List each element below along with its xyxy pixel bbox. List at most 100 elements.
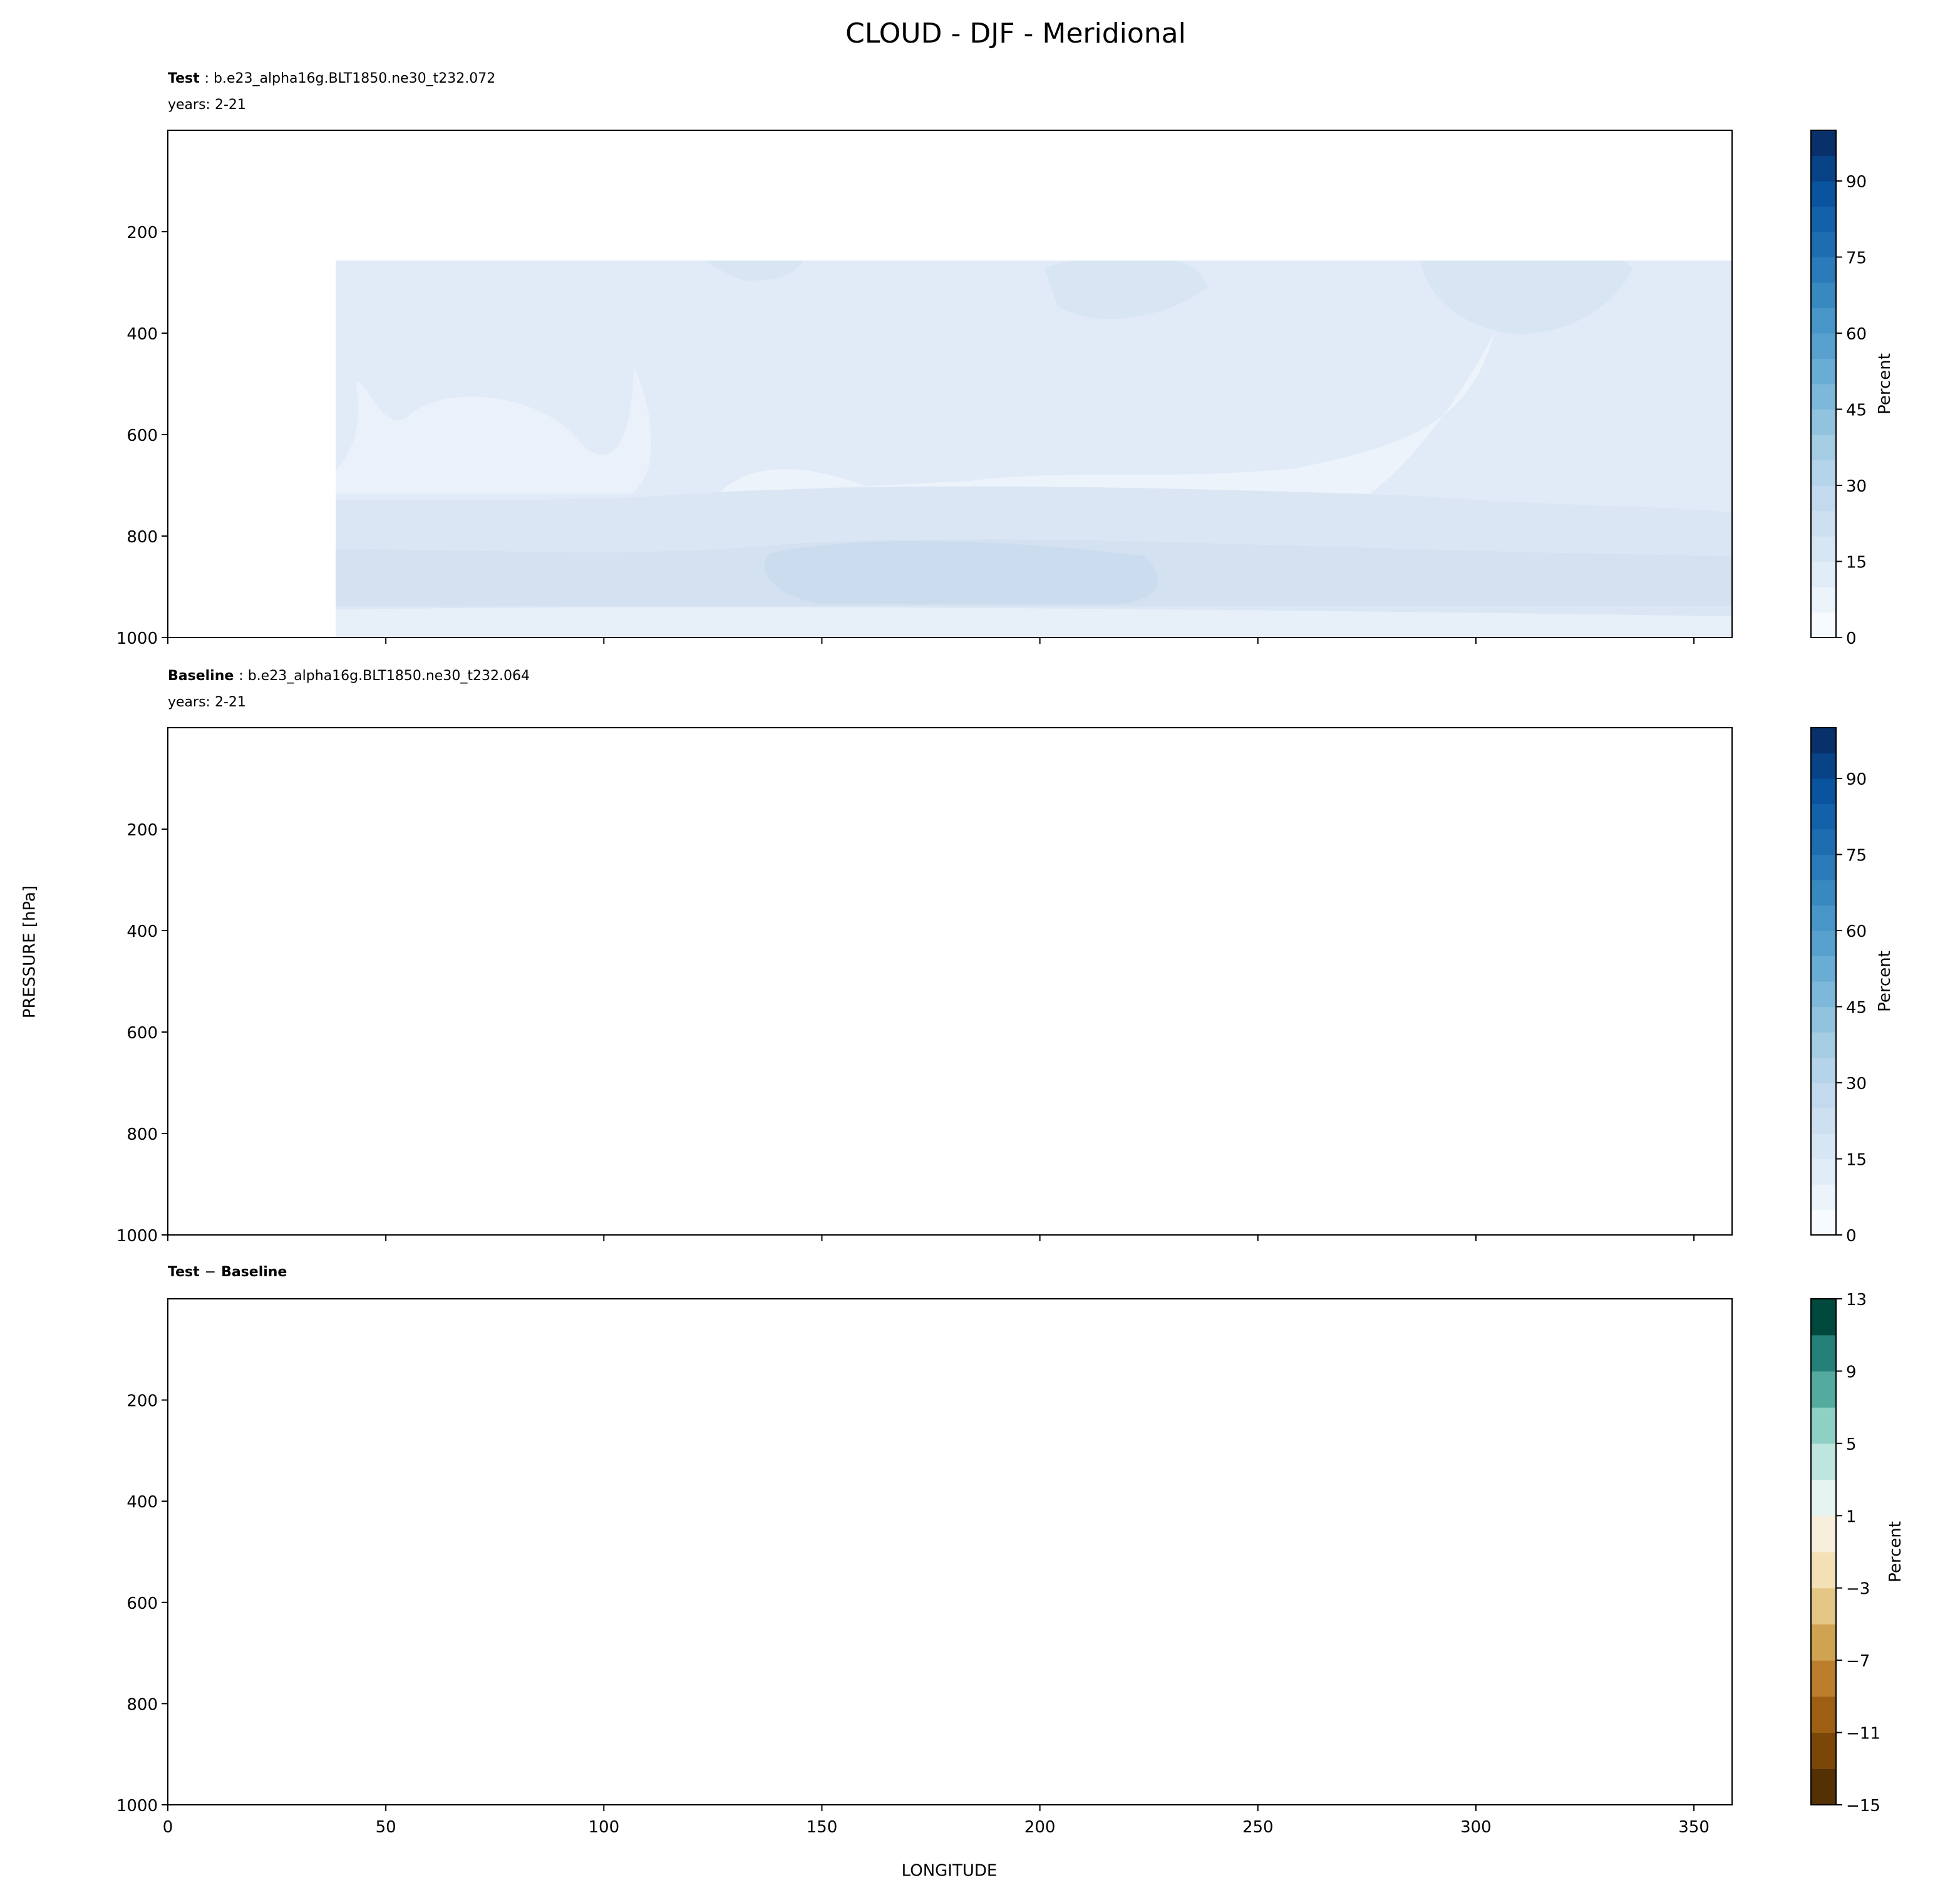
colorbar-tick-label: 5: [1846, 1435, 1857, 1454]
colorbar-segment: [1811, 854, 1836, 880]
colorbar-frame: [1810, 1298, 1837, 1805]
colorbar-segment: [1811, 1552, 1836, 1589]
y-tick-label: 1000: [116, 1797, 158, 1815]
panel-subtitle: years: 2-21: [168, 694, 246, 710]
colorbar-tick-label: 15: [1846, 554, 1867, 572]
x-tick-label: 200: [1024, 1818, 1056, 1837]
colorbar-segment: [1811, 1057, 1836, 1083]
colorbar-segment: [1811, 1371, 1836, 1408]
title-segment: Test: [168, 71, 200, 86]
colorbar-segment: [1811, 409, 1836, 435]
colorbar-segment: [1811, 1299, 1836, 1336]
colorbar-segment: [1811, 1159, 1836, 1185]
y-tick-label: 1000: [116, 1227, 158, 1246]
colorbar-segment: [1811, 753, 1836, 779]
colorbar-segment: [1811, 1732, 1836, 1769]
colorbar-segment: [1811, 1407, 1836, 1444]
plot-frame: [167, 130, 1733, 638]
contour-field: [168, 1299, 1732, 1805]
contour-field: [168, 728, 1732, 1235]
colorbar-segment: [1811, 307, 1836, 334]
colorbar-label: Percent: [1875, 353, 1894, 415]
colorbar-segment: [1811, 880, 1836, 906]
title-segment: Baseline: [168, 668, 234, 684]
colorbar-segment: [1811, 130, 1836, 157]
colorbar-tick-label: 45: [1846, 401, 1867, 420]
colorbar-segment: [1811, 1083, 1836, 1109]
colorbar-tick-label: 90: [1846, 173, 1867, 192]
colorbar-segment: [1811, 1006, 1836, 1033]
panel-subtitle: years: 2-21: [168, 97, 246, 113]
colorbar-segment: [1811, 1768, 1836, 1805]
colorbar-segment: [1811, 981, 1836, 1008]
colorbar-segment: [1811, 587, 1836, 613]
colorbar-segment: [1811, 358, 1836, 385]
colorbar-segment: [1811, 232, 1836, 258]
colorbar-segment: [1811, 931, 1836, 957]
y-tick-label: 600: [126, 426, 158, 445]
colorbar-segment: [1811, 829, 1836, 855]
colorbar-tick-label: 0: [1846, 629, 1857, 648]
colorbar-segment: [1811, 905, 1836, 931]
y-axis-label: PRESSURE [hPa]: [21, 885, 39, 1018]
colorbar-segment: [1811, 1032, 1836, 1058]
y-tick-label: 800: [126, 1695, 158, 1714]
colorbar-segment: [1811, 561, 1836, 587]
panel-title: Baseline : b.e23_alpha16g.BLT1850.ne30_t2…: [168, 668, 530, 684]
x-tick-label: 0: [163, 1818, 173, 1837]
colorbar-segment: [1811, 1184, 1836, 1211]
y-tick-label: 800: [126, 1125, 158, 1144]
colorbar-tick-label: 30: [1846, 1075, 1867, 1093]
colorbar-label: Percent: [1886, 1521, 1905, 1582]
y-tick-label: 400: [126, 325, 158, 344]
colorbar-tick-label: 30: [1846, 477, 1867, 496]
title-segment: Test: [168, 1264, 200, 1280]
y-tick-label: 1000: [116, 629, 158, 648]
y-tick-label: 600: [126, 1024, 158, 1043]
colorbar-segment: [1811, 384, 1836, 410]
suptitle: CLOUD - DJF - Meridional: [845, 18, 1186, 49]
plot-frame: [167, 1298, 1733, 1805]
colorbar-segment: [1811, 1624, 1836, 1661]
colorbar-segment: [1811, 181, 1836, 207]
x-tick-label: 50: [376, 1818, 396, 1837]
title-segment: : b.e23_alpha16g.BLT1850.ne30_t232.064: [239, 668, 530, 684]
colorbar-segment: [1811, 460, 1836, 486]
colorbar-segment: [1811, 206, 1836, 232]
colorbar-segment: [1811, 1515, 1836, 1552]
x-tick-label: 100: [588, 1818, 619, 1837]
colorbar-segment: [1811, 435, 1836, 461]
y-tick-label: 200: [126, 1392, 158, 1411]
colorbar-tick-label: 45: [1846, 999, 1867, 1018]
colorbar-segment: [1811, 612, 1836, 638]
x-tick-label: 250: [1242, 1818, 1274, 1837]
colorbar-segment: [1811, 1209, 1836, 1236]
x-tick-label: 300: [1460, 1818, 1492, 1837]
colorbar-segment: [1811, 1588, 1836, 1625]
y-tick-label: 200: [126, 224, 158, 242]
title-segment: −: [205, 1264, 216, 1280]
colorbar-tick-label: 75: [1846, 847, 1867, 865]
colorbar-segment: [1811, 1335, 1836, 1372]
title-segment: Baseline: [221, 1264, 287, 1280]
colorbar-segment: [1811, 1660, 1836, 1697]
colorbar-tick-label: 1: [1846, 1507, 1857, 1526]
colorbar-segment: [1811, 1133, 1836, 1160]
panel-title: Test − Baseline: [168, 1264, 287, 1280]
panel-title: Test: b.e23_alpha16g.BLT1850.ne30_t232.0…: [168, 71, 495, 86]
contour-field: [336, 261, 1732, 638]
colorbar-segment: [1811, 155, 1836, 182]
colorbar-tick-label: 15: [1846, 1151, 1867, 1170]
colorbar-segment: [1811, 803, 1836, 830]
x-axis-label: LONGITUDE: [902, 1862, 998, 1881]
y-tick-label: 600: [126, 1594, 158, 1613]
colorbar-frame: [1810, 130, 1837, 638]
colorbar-tick-label: 9: [1846, 1363, 1857, 1381]
colorbar-segment: [1811, 510, 1836, 537]
colorbar-tick-label: 13: [1846, 1291, 1867, 1309]
colorbar-segment: [1811, 536, 1836, 562]
colorbar-label: Percent: [1875, 951, 1894, 1012]
colorbar-frame: [1810, 727, 1837, 1236]
colorbar-segment: [1811, 1479, 1836, 1516]
colorbar-segment: [1811, 333, 1836, 359]
